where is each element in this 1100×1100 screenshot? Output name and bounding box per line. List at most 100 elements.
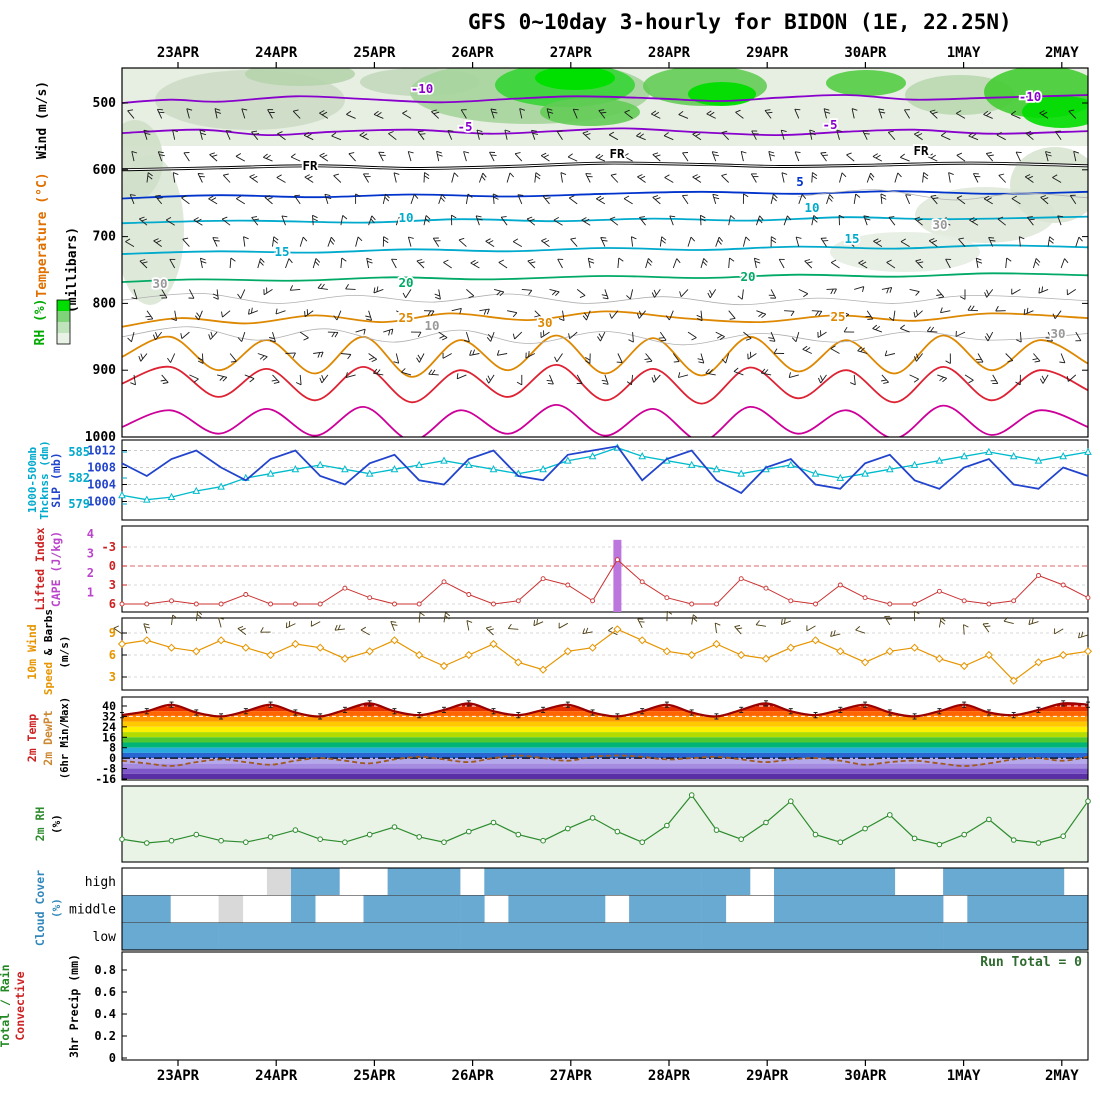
li-marker — [292, 601, 298, 607]
date-label-top: 1MAY — [947, 45, 981, 61]
li-marker — [193, 601, 199, 607]
contour-label: 20 — [740, 269, 755, 284]
date-label-bottom: 27APR — [550, 1068, 593, 1084]
wind-marker — [786, 643, 795, 652]
thickness-marker — [539, 465, 547, 473]
wind-speed-line — [121, 628, 1089, 682]
li-marker — [961, 598, 967, 604]
wind-marker — [811, 636, 820, 645]
rh-colorbar — [57, 300, 70, 311]
date-label-top: 30APR — [844, 45, 887, 61]
date-label-bottom: 30APR — [844, 1068, 887, 1084]
cloud-grid — [122, 868, 1089, 950]
wind-marker — [662, 647, 672, 656]
contour-label: 10 — [424, 318, 439, 333]
rh-marker — [1010, 837, 1017, 843]
wind-marker — [514, 658, 523, 667]
thickness-marker — [192, 486, 201, 494]
chart-title: GFS 0~10day 3-hourly for BIDON (1E, 22.2… — [468, 10, 1012, 34]
rh-shading — [122, 120, 163, 200]
li-marker — [689, 601, 695, 607]
contour-label: 10 — [804, 200, 819, 215]
date-label-top: 2MAY — [1045, 45, 1079, 61]
date-label-bottom: 1MAY — [947, 1068, 981, 1084]
wind-marker — [1009, 676, 1018, 685]
pressure-tick: 700 — [93, 230, 117, 245]
ylabel-convective: Convective — [13, 971, 27, 1040]
rh-marker — [119, 836, 125, 843]
rh-marker — [911, 835, 918, 842]
wind-marker — [216, 636, 226, 645]
dewpoint-line — [121, 754, 1089, 767]
wind-marker — [316, 643, 325, 652]
wind-marker — [638, 636, 647, 645]
date-label-bottom: 25APR — [353, 1068, 396, 1084]
thickness-marker — [885, 465, 894, 473]
precip-panel — [121, 951, 1089, 1061]
temp-contour — [122, 292, 1088, 306]
wind-marker — [192, 647, 201, 656]
li-tick: -3 — [102, 540, 116, 554]
rh-marker — [713, 827, 720, 833]
contour-label: 5 — [796, 174, 804, 189]
slp-tick: 1000 — [87, 495, 116, 509]
wind-marker — [563, 647, 572, 656]
ylabel-minmax: (6hr Min/Max) — [59, 697, 71, 779]
slp-tick: 1012 — [87, 444, 116, 458]
rh-marker — [1035, 840, 1042, 846]
temp-contour — [122, 244, 1088, 255]
temp-tick: 16 — [102, 730, 116, 744]
cape-tick: 4 — [87, 527, 94, 541]
wind-marker — [390, 636, 399, 645]
thickness-marker — [960, 452, 969, 460]
contour-label: FR — [302, 158, 318, 173]
slp-tick: 1004 — [87, 478, 116, 492]
li-marker — [342, 585, 348, 591]
cloud-row-label: high — [85, 875, 116, 890]
lifted-index-line — [122, 558, 1089, 605]
thickness-marker — [365, 469, 374, 477]
pressure-tick: 600 — [93, 163, 117, 178]
wind-marker — [142, 636, 151, 645]
li-marker — [936, 588, 942, 594]
thickness-tick: 579 — [68, 497, 90, 511]
li-marker — [1036, 573, 1041, 578]
ylabel-cape: CAPE (J/kg) — [49, 531, 63, 607]
thickness-marker — [836, 473, 845, 481]
wind-marker — [860, 658, 870, 667]
li-marker — [887, 601, 893, 607]
rh-colorbar — [57, 322, 70, 333]
temp-tick: 24 — [102, 720, 116, 734]
wind-marker — [266, 650, 275, 660]
li-marker — [986, 601, 992, 607]
rh-marker — [144, 840, 150, 846]
ylabel-cloud-cover: Cloud Cover — [33, 870, 47, 946]
wind-marker — [489, 639, 498, 649]
ylabel-speed-barbs: Speed & Barbs — [42, 609, 55, 695]
date-label-top: 27APR — [550, 45, 593, 61]
thickness-marker — [440, 456, 448, 464]
stability-panel — [121, 525, 1089, 613]
contour-label: 20 — [398, 275, 413, 290]
ylabel-total-rain: Total / Rain — [0, 964, 12, 1047]
contour-label: FR — [609, 146, 625, 161]
thickness-marker — [464, 460, 473, 468]
precip-tick: 0.8 — [94, 963, 116, 977]
thickness-marker — [1034, 456, 1043, 464]
li-tick: 0 — [109, 559, 116, 573]
thickness-marker — [910, 460, 919, 468]
rh-marker — [887, 812, 893, 818]
slp-tick: 1008 — [87, 461, 116, 475]
rh-marker — [540, 837, 546, 844]
wind-marker — [241, 643, 250, 652]
contour-label: -10 — [411, 81, 434, 96]
contour-label: 15 — [274, 244, 289, 259]
li-marker — [614, 557, 620, 563]
ylabel-slp: SLP (mb) — [49, 452, 63, 507]
date-label-top: 26APR — [452, 45, 495, 61]
li-marker — [540, 576, 546, 582]
rh-marker — [416, 834, 423, 840]
temp-contour — [122, 310, 1088, 328]
temp-contour — [122, 403, 1088, 437]
